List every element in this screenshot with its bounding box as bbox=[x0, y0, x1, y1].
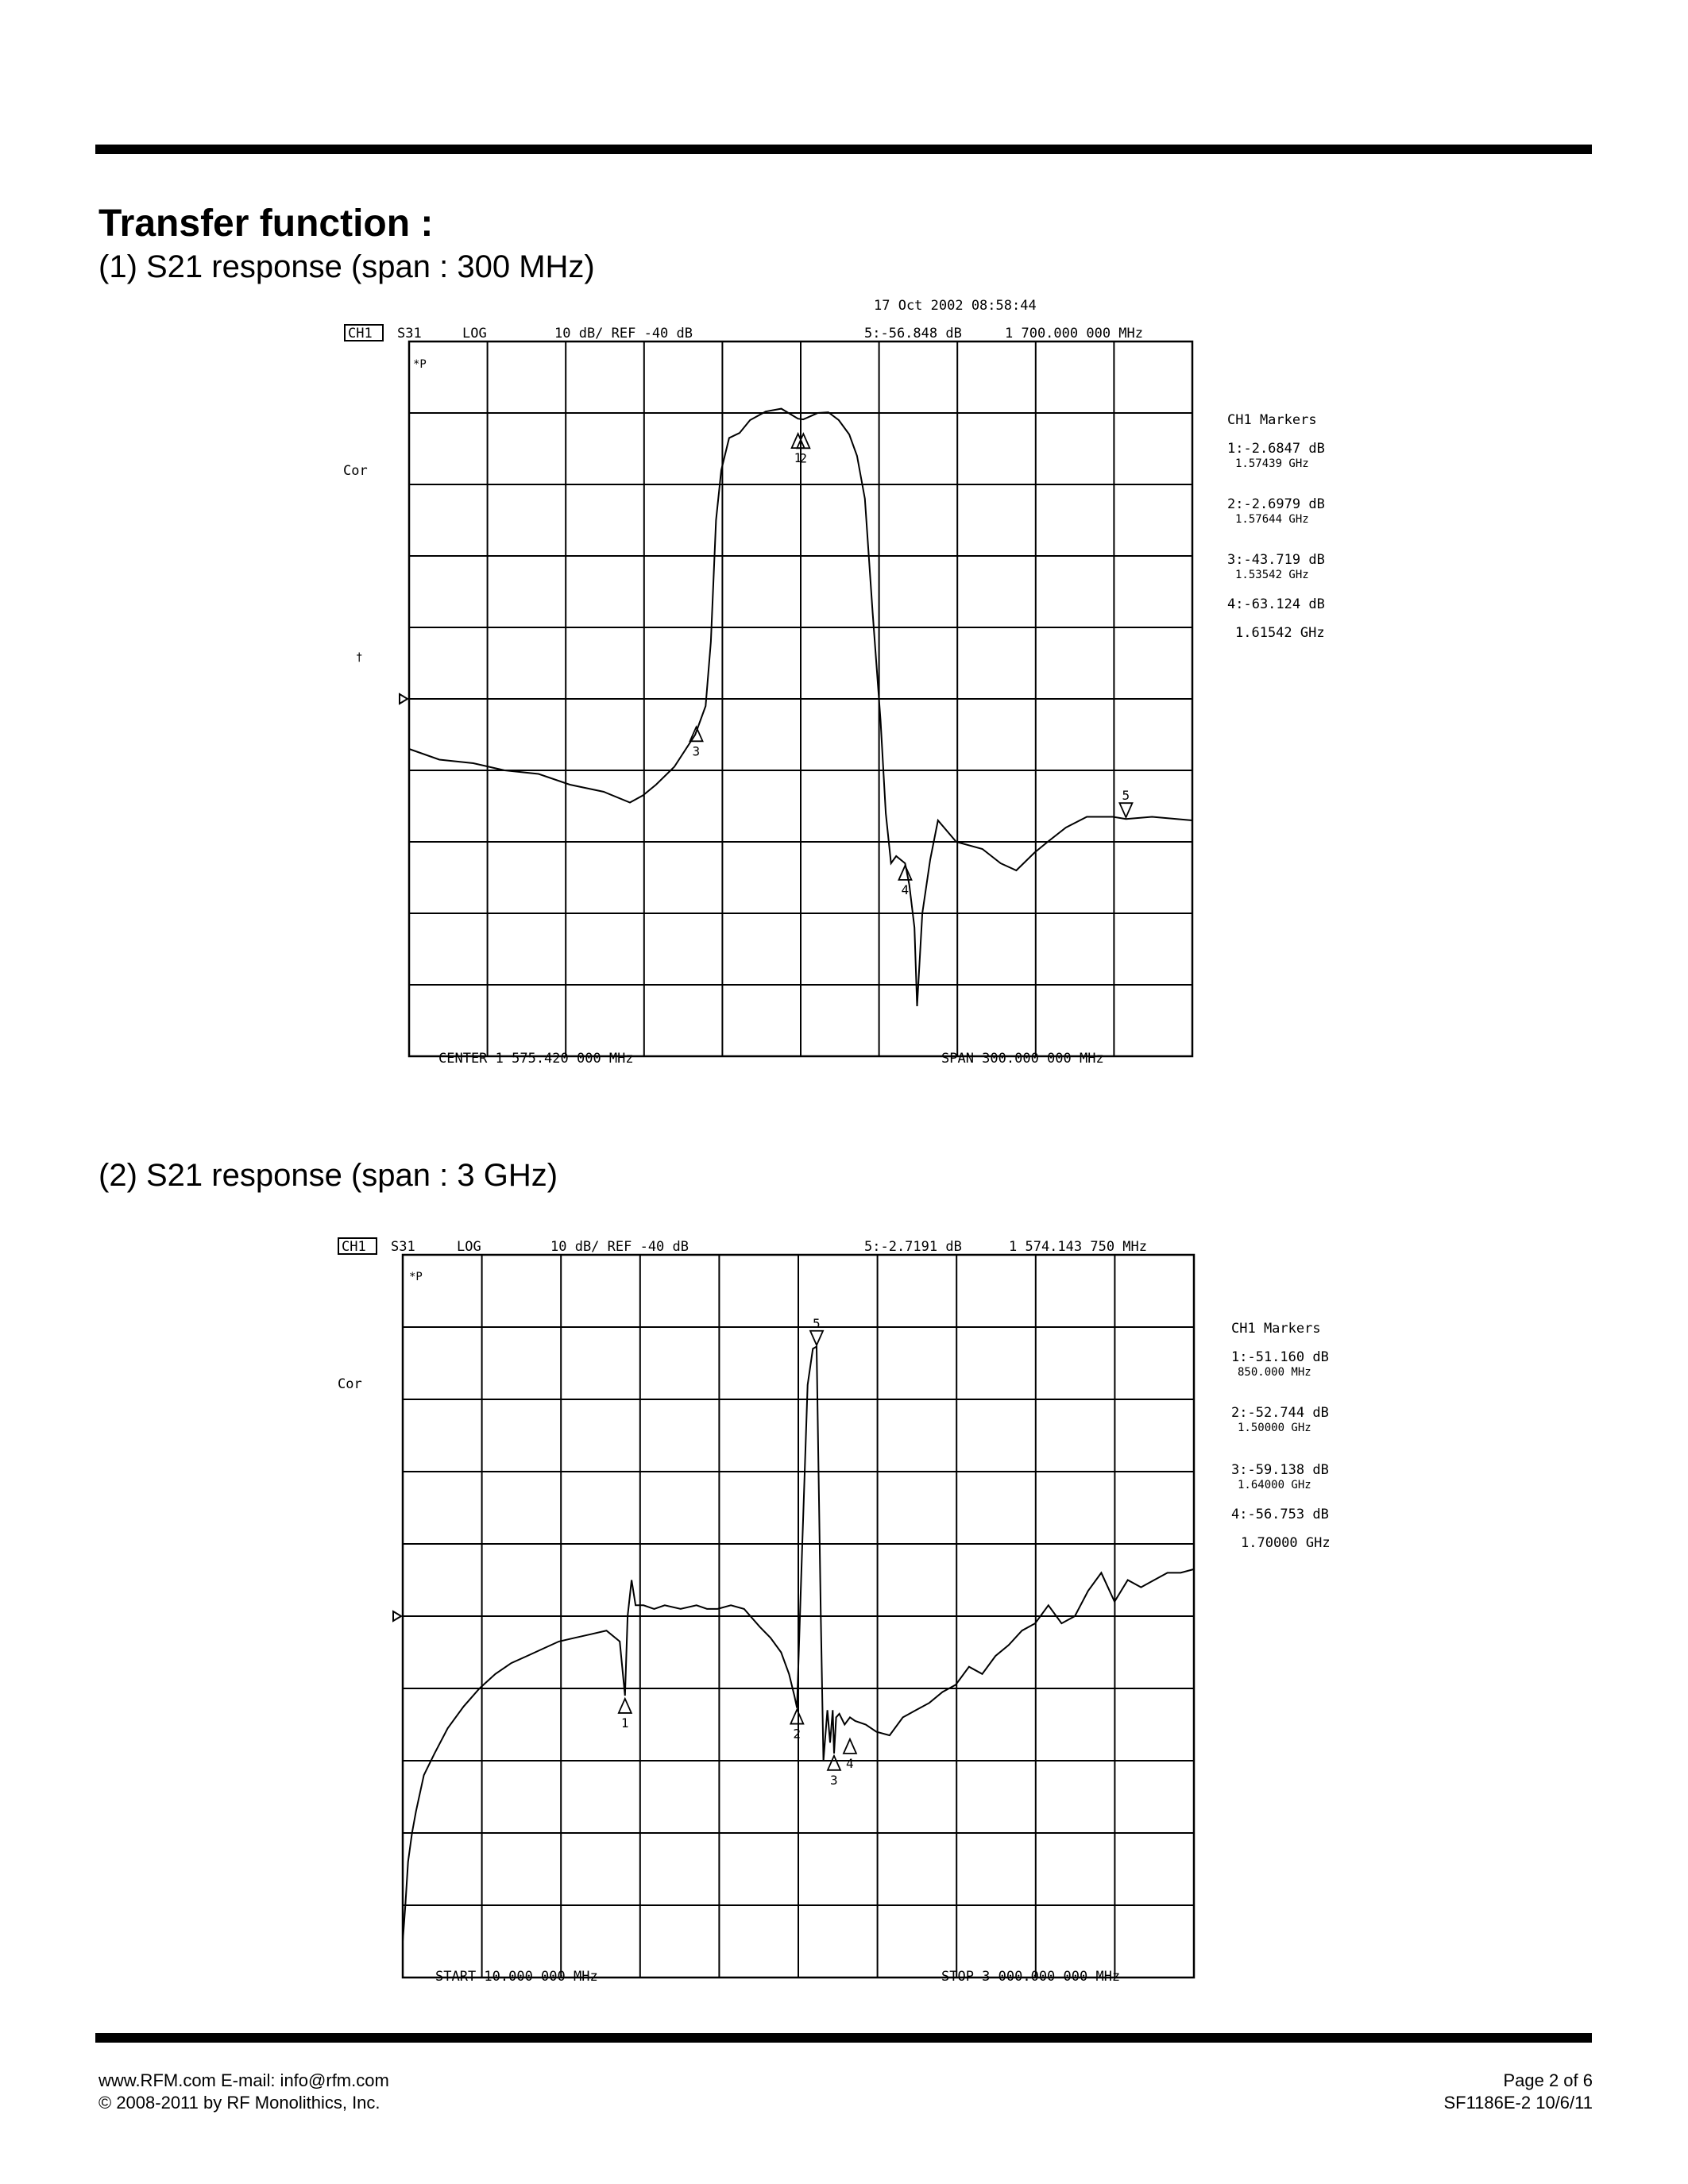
corner-flag: *P bbox=[413, 358, 427, 371]
marker-2-label: 2 bbox=[799, 450, 807, 465]
timestamp: 17 Oct 2002 08:58:44 bbox=[874, 298, 1037, 314]
active-marker-readout: 5:-2.7191 dB bbox=[864, 1239, 962, 1255]
top-rule bbox=[95, 145, 1592, 154]
marker-5-triangle bbox=[809, 1329, 825, 1347]
marker-3-value: 3:-59.138 dB bbox=[1231, 1462, 1329, 1478]
param-label: S31 bbox=[397, 326, 422, 341]
marker-1-triangle bbox=[617, 1696, 633, 1714]
network-analyzer-plot-1: 17 Oct 2002 08:58:44 CH1 S31 LOG 10 dB/ … bbox=[343, 298, 1325, 1067]
active-marker-frequency: 1 700.000 000 MHz bbox=[1005, 326, 1143, 341]
active-marker-readout: 5:-56.848 dB bbox=[864, 326, 962, 341]
section-heading: Transfer function : bbox=[98, 203, 434, 245]
marker-4-label: 4 bbox=[846, 1756, 854, 1771]
scale-label: 10 dB/ REF -40 dB bbox=[554, 326, 693, 341]
marker-1-value: 1:-51.160 dB bbox=[1231, 1349, 1329, 1365]
marker-1-frequency: 850.000 MHz bbox=[1238, 1366, 1311, 1379]
stop-frequency-label: STOP 3 000.000 000 MHz bbox=[941, 1969, 1120, 1985]
ch1-box bbox=[338, 1237, 377, 1255]
footer-left: www.RFM.com E-mail: info@rfm.com © 2008-… bbox=[98, 2070, 389, 2114]
channel-label: CH1 bbox=[342, 1239, 366, 1255]
marker-5-label: 5 bbox=[813, 1316, 821, 1331]
marker-2-label: 2 bbox=[793, 1727, 801, 1742]
marker-5-label: 5 bbox=[1122, 788, 1130, 803]
reference-level-arrow bbox=[399, 693, 409, 705]
marker-3-triangle bbox=[689, 725, 704, 743]
format-label: LOG bbox=[462, 326, 487, 341]
s21-trace bbox=[402, 1345, 1195, 1942]
plot-grid bbox=[409, 341, 1192, 1056]
markers-table-title: CH1 Markers bbox=[1227, 412, 1317, 428]
trace-markers: 1 2 34 5 bbox=[617, 1316, 858, 1788]
marker-3-label: 3 bbox=[830, 1773, 838, 1788]
marker-4-triangle bbox=[842, 1737, 858, 1754]
footer-website-email: www.RFM.com E-mail: info@rfm.com bbox=[98, 2070, 389, 2090]
marker-1-frequency: 1.57439 GHz bbox=[1235, 457, 1309, 470]
cor-label: Cor bbox=[338, 1376, 362, 1392]
subheading-span-3ghz: (2) S21 response (span : 3 GHz) bbox=[98, 1158, 558, 1193]
marker-5-triangle bbox=[1118, 802, 1134, 820]
marker-2-value: 2:-2.6979 dB bbox=[1227, 496, 1325, 512]
s21-plot-3ghz: CH1 S31 LOG 10 dB/ REF -40 dB 5:-2.7191 … bbox=[0, 1215, 1688, 2001]
dagger-mark: † bbox=[356, 651, 362, 664]
s21-plot-300mhz: 17 Oct 2002 08:58:44 CH1 S31 LOG 10 dB/ … bbox=[0, 294, 1688, 1080]
marker-4-label: 4 bbox=[901, 882, 909, 897]
format-label: LOG bbox=[457, 1239, 481, 1255]
span-label: SPAN 300.000 000 MHz bbox=[941, 1051, 1104, 1067]
network-analyzer-plot-2: CH1 S31 LOG 10 dB/ REF -40 dB 5:-2.7191 … bbox=[338, 1237, 1331, 1985]
start-frequency-label: START 10.000 000 MHz bbox=[435, 1969, 598, 1985]
trace-markers: 12 3 4 5 bbox=[689, 431, 1134, 897]
plot-frame bbox=[401, 1253, 1196, 1979]
channel-label: CH1 bbox=[348, 326, 373, 341]
marker-4-frequency: 1.70000 GHz bbox=[1241, 1535, 1331, 1551]
bottom-rule bbox=[95, 2033, 1592, 2043]
markers-table-title: CH1 Markers bbox=[1231, 1321, 1321, 1337]
marker-2-triangle bbox=[795, 432, 811, 450]
marker-2-value: 2:-52.744 dB bbox=[1231, 1405, 1329, 1421]
marker-3-value: 3:-43.719 dB bbox=[1227, 552, 1325, 568]
marker-4-triangle bbox=[898, 863, 913, 881]
ch1-box bbox=[344, 324, 384, 341]
marker-1-label: 1 bbox=[794, 450, 802, 465]
subheading-span-300mhz: (1) S21 response (span : 300 MHz) bbox=[98, 249, 595, 284]
scale-label: 10 dB/ REF -40 dB bbox=[550, 1239, 689, 1255]
plot-frame bbox=[408, 340, 1194, 1058]
footer-right: Page 2 of 6 SF1186E-2 10/6/11 bbox=[1443, 2070, 1593, 2114]
marker-3-frequency: 1.53542 GHz bbox=[1235, 569, 1309, 581]
footer-copyright: © 2008-2011 by RF Monolithics, Inc. bbox=[98, 2093, 380, 2113]
footer-doc-id: SF1186E-2 10/6/11 bbox=[1443, 2093, 1593, 2113]
marker-2-frequency: 1.50000 GHz bbox=[1238, 1422, 1311, 1434]
marker-2-frequency: 1.57644 GHz bbox=[1235, 513, 1309, 526]
marker-2-triangle bbox=[789, 1707, 805, 1725]
param-label: S31 bbox=[391, 1239, 415, 1255]
marker-4-value: 4:-63.124 dB bbox=[1227, 596, 1325, 612]
marker-3-frequency: 1.64000 GHz bbox=[1238, 1479, 1311, 1491]
marker-4-frequency: 1.61542 GHz bbox=[1235, 625, 1325, 641]
marker-3-triangle bbox=[826, 1754, 842, 1771]
marker-4-value: 4:-56.753 dB bbox=[1231, 1507, 1329, 1522]
center-frequency-label: CENTER 1 575.420 000 MHz bbox=[438, 1051, 634, 1067]
marker-1-label: 1 bbox=[621, 1715, 629, 1731]
cor-label: Cor bbox=[343, 463, 368, 479]
s21-trace bbox=[408, 407, 1192, 1007]
marker-1-value: 1:-2.6847 dB bbox=[1227, 441, 1325, 457]
marker-3-label: 3 bbox=[693, 743, 701, 758]
corner-flag: *P bbox=[409, 1271, 423, 1283]
active-marker-frequency: 1 574.143 750 MHz bbox=[1009, 1239, 1147, 1255]
footer-page-number: Page 2 of 6 bbox=[1503, 2070, 1593, 2090]
reference-level-arrow bbox=[392, 1610, 403, 1623]
